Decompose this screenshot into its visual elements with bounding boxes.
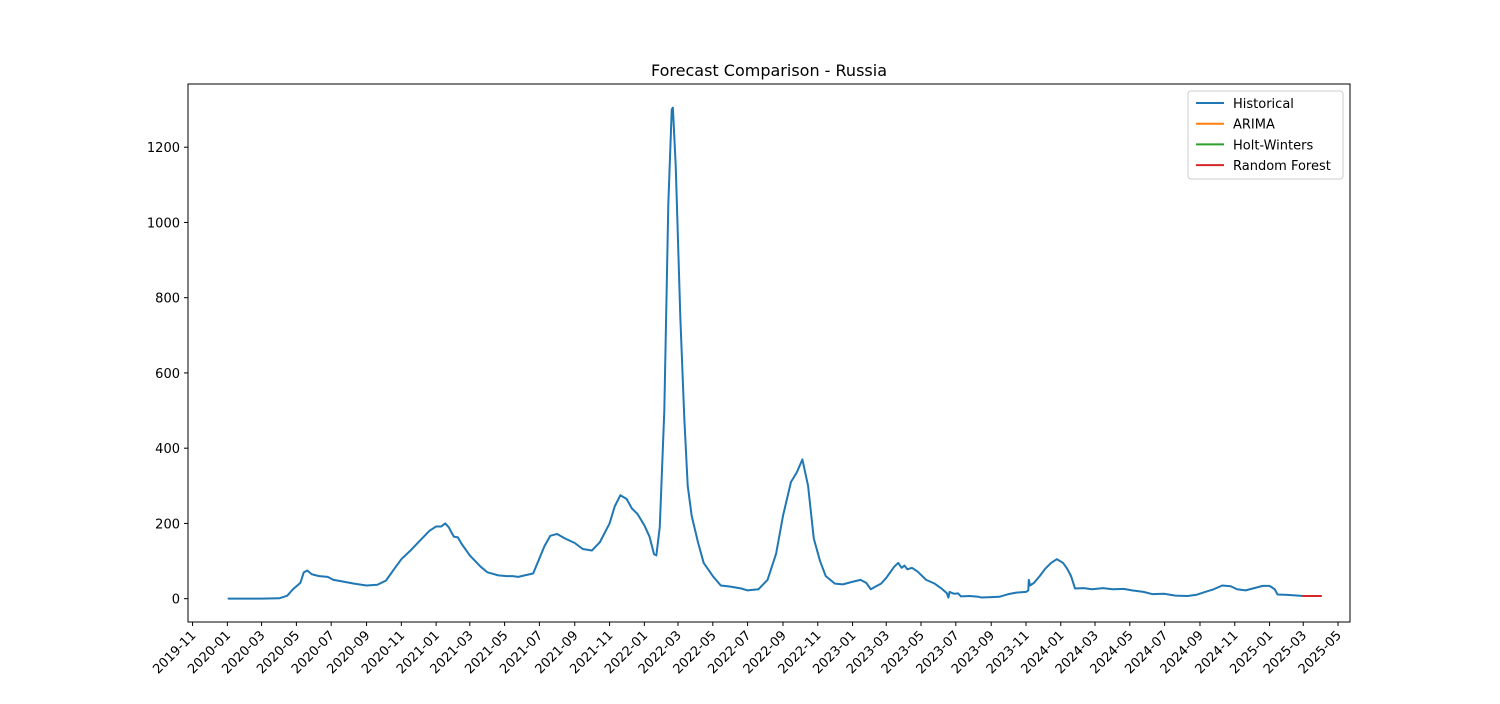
y-tick-label: 0 [172, 593, 180, 608]
y-tick-label: 200 [155, 517, 180, 532]
y-tick-label: 1200 [147, 141, 180, 156]
plot-frame [187, 83, 1351, 623]
series-line-historical [227, 106, 1305, 600]
y-tick-label: 600 [155, 367, 180, 382]
legend-label: Random Forest [1233, 159, 1331, 174]
y-tick-label: 800 [155, 292, 180, 307]
y-tick-label: 400 [155, 442, 180, 457]
legend-label: Holt-Winters [1233, 138, 1313, 153]
plot-data [227, 106, 1322, 600]
legend-box [1187, 90, 1344, 180]
chart-title: Forecast Comparison - Russia [651, 61, 887, 80]
y-axis: 0 200 400 600 800 1000 1200 [147, 141, 188, 608]
legend-label: Historical [1233, 97, 1294, 112]
legend-label: ARIMA [1233, 118, 1275, 133]
legend: Historical ARIMA Holt-Winters Random Forest [1187, 90, 1344, 180]
y-tick-label: 1000 [147, 216, 180, 231]
